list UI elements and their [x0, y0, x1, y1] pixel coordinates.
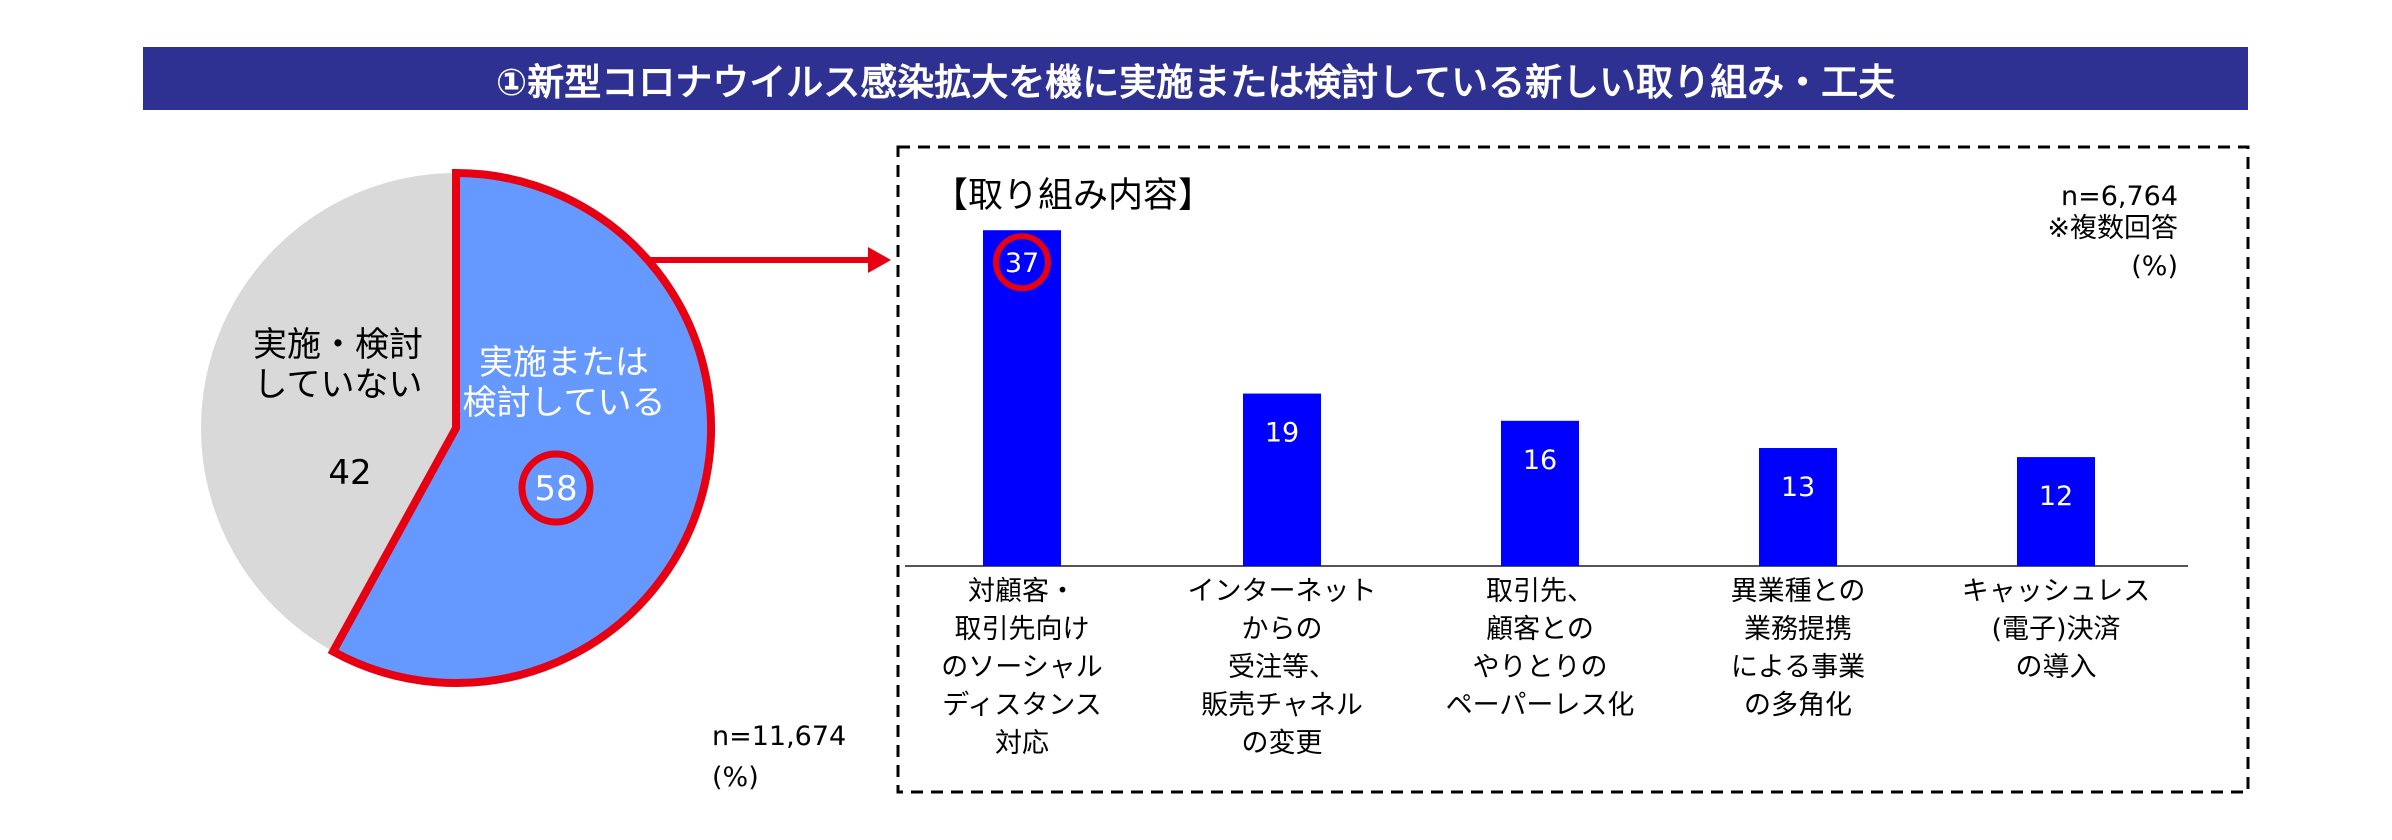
bar-3: [1759, 448, 1837, 566]
pie-label-1: 実施・検討していない: [253, 325, 423, 405]
category-label-line: からの: [1242, 614, 1323, 645]
bar-unit-note: (%): [2131, 251, 2178, 282]
category-label-line: の導入: [2016, 652, 2097, 683]
bar-1: [1243, 393, 1321, 566]
pie-unit-note: (%): [712, 762, 759, 793]
category-label-line: 異業種との: [1731, 576, 1866, 607]
callout-arrow: [648, 247, 891, 273]
pie-label-line: していない: [254, 365, 423, 405]
bar-chart-title: 【取り組み内容】: [933, 176, 1213, 216]
bar-2: [1501, 420, 1579, 566]
bar-category-label-0: 対顧客・取引先向けのソーシャルディスタンス対応: [941, 576, 1102, 759]
pie-value-label-0: 58: [534, 469, 577, 509]
category-label-line: 販売チャネル: [1201, 690, 1363, 721]
category-label-line: やりとりの: [1473, 652, 1608, 683]
bar-category-label-1: インターネットからの受注等、販売チャネルの変更: [1188, 576, 1377, 759]
bar-value-label-0: 37: [1005, 248, 1039, 279]
bar-value-label-3: 13: [1781, 472, 1815, 503]
bar-value-label-2: 16: [1523, 445, 1557, 476]
category-label-line: ペーパーレス化: [1446, 690, 1635, 721]
pie-label-line: 実施または: [479, 343, 649, 383]
pie-label-line: 検討している: [463, 383, 666, 423]
category-label-line: のソーシャル: [941, 652, 1102, 683]
category-label-line: インターネット: [1188, 576, 1377, 607]
bar-chart-frame: [896, 145, 2250, 794]
pie-value-label-1: 42: [328, 453, 371, 493]
category-label-line: による事業: [1731, 652, 1865, 683]
bar-sample-size-note: n=6,764: [2061, 181, 2178, 212]
bar-category-label-4: キャッシュレス (電子)決済の導入: [1962, 576, 2150, 683]
pie-slice-1: [200, 173, 456, 652]
highlight-circle: [518, 450, 594, 526]
category-label-line: 対応: [995, 728, 1049, 759]
category-label-line: 取引先向け: [955, 614, 1090, 645]
category-label-line: 取引先、: [1486, 576, 1594, 607]
category-label-line: 業務提携: [1744, 614, 1852, 645]
category-label-line: 対顧客・: [968, 576, 1076, 607]
category-label-line: キャッシュレス: [1962, 576, 2150, 607]
pie-label-line: 実施・検討: [253, 325, 423, 365]
pie-slice-0: [327, 168, 715, 687]
bar-value-label-4: 12: [2039, 481, 2073, 512]
category-label-line: 顧客との: [1486, 614, 1594, 645]
bar-category-label-2: 取引先、顧客とのやりとりのペーパーレス化: [1446, 576, 1635, 721]
category-label-line: の多角化: [1744, 690, 1852, 721]
pie-chart: 実施または検討している 58 実施・検討していない 42: [200, 168, 715, 687]
bar-0: [983, 230, 1061, 566]
bar-chart: 37 対顧客・取引先向けのソーシャルディスタンス対応 19 インターネットからの受注等…: [905, 230, 2188, 759]
bar-category-label-3: 異業種との業務提携による事業の多角化: [1731, 576, 1866, 721]
bar-4: [2017, 457, 2095, 566]
category-label-line: ディスタンス: [942, 690, 1102, 721]
pie-sample-size-note: n=11,674: [712, 721, 846, 752]
pie-label-0: 実施または検討している: [463, 343, 666, 423]
highlight-circle: [993, 233, 1051, 292]
bar-value-label-1: 19: [1265, 418, 1299, 449]
category-label-line: の変更: [1242, 728, 1323, 759]
page-title: ①新型コロナウイルス感染拡大を機に実施または検討している新しい取り組み・工夫: [143, 47, 2248, 110]
category-label-line: 受注等、: [1228, 652, 1336, 683]
multiple-answer-note: ※複数回答: [2047, 213, 2178, 244]
category-label-line: (電子)決済: [1991, 614, 2120, 645]
